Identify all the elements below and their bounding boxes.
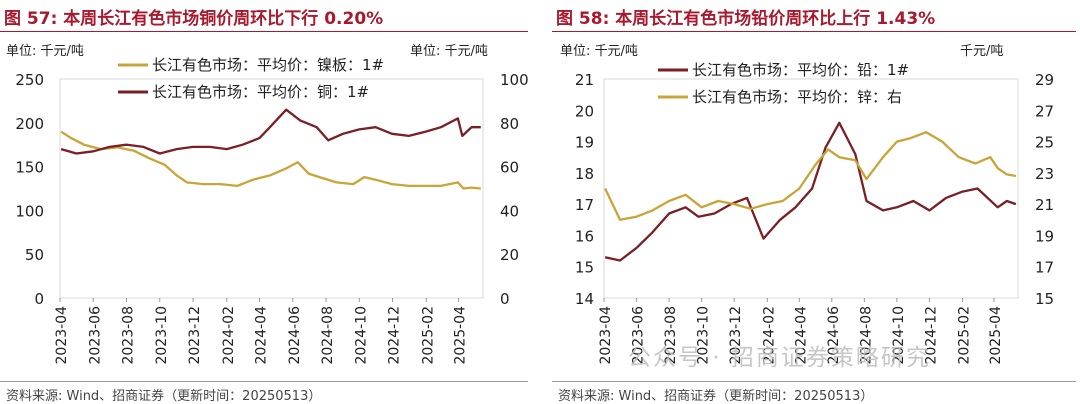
right-axis-tick-label: 100 xyxy=(500,71,529,89)
right-axis-tick-label: 20 xyxy=(500,246,519,264)
right-axis-tick-label: 60 xyxy=(500,159,519,177)
x-axis-tick-label: 2024-12 xyxy=(923,306,939,365)
left-axis-unit: 单位: 千元/吨 xyxy=(6,44,84,59)
figure-58-panel: 图 58: 本周长江有色市场铅价周环比上行 1.43% 单位: 千元/吨 千元/… xyxy=(552,0,1080,404)
right-axis-tick-label: 40 xyxy=(500,202,519,220)
series-line-0 xyxy=(604,121,1017,262)
figure-title: 图 57: 本周长江有色市场铜价周环比下行 0.20% xyxy=(4,9,384,29)
x-axis-tick-label: 2025-04 xyxy=(452,306,468,365)
left-axis-tick-label: 200 xyxy=(15,115,44,133)
left-axis-tick-label: 19 xyxy=(575,134,594,152)
x-axis-tick-label: 2023-10 xyxy=(696,306,712,365)
watermark: 公众号 · 招商证券策略研究 xyxy=(628,345,931,371)
x-axis-tick-label: 2024-08 xyxy=(320,306,336,365)
series-line-1 xyxy=(604,131,1017,221)
x-axis-tick-label: 2025-02 xyxy=(420,306,436,365)
right-axis-tick-label: 17 xyxy=(1035,259,1054,277)
right-axis-tick-label: 0 xyxy=(500,290,510,308)
left-axis-tick-label: 15 xyxy=(575,259,594,277)
legend-label-0: 长江有色市场：平均价：铅：1# xyxy=(692,61,909,79)
source-note: 资料来源: Wind、招商证券（更新时间：20250513） xyxy=(558,389,874,404)
source-rule xyxy=(552,381,1076,382)
x-axis-tick-label: 2024-02 xyxy=(221,306,237,365)
right-axis-tick-label: 80 xyxy=(500,115,519,133)
left-axis-tick-label: 250 xyxy=(15,71,44,89)
x-axis-tick-label: 2023-08 xyxy=(121,306,137,365)
x-axis-tick-label: 2023-08 xyxy=(663,306,679,365)
legend-label-1: 长江有色市场：平均价：锌：右 xyxy=(692,88,902,106)
x-axis-tick-label: 2024-10 xyxy=(891,306,907,365)
right-axis-tick-label: 25 xyxy=(1035,134,1054,152)
right-axis-tick-label: 21 xyxy=(1035,196,1054,214)
legend-label-0: 长江有色市场：平均价：镍板：1# xyxy=(152,56,384,74)
left-axis-tick-label: 50 xyxy=(25,246,44,264)
left-axis-unit: 单位: 千元/吨 xyxy=(560,44,638,59)
left-axis-tick-label: 18 xyxy=(575,165,594,183)
left-axis-tick-label: 14 xyxy=(575,290,594,308)
x-axis-tick-label: 2024-12 xyxy=(387,306,403,365)
copper-nickel-chart: 0 50 100 150 200 250 0 20 40 60 80 100 2023-04 2023-0… xyxy=(15,56,529,365)
x-axis-tick-label: 2023-12 xyxy=(728,306,744,365)
left-axis-tick-label: 16 xyxy=(575,227,594,245)
plot-area-frame xyxy=(59,78,484,299)
lead-zinc-chart: 14 15 16 17 18 19 20 21 15 17 19 21 23 25 27 29 2023-04 2… xyxy=(575,61,1054,365)
x-axis-tick-label: 2025-02 xyxy=(957,306,973,365)
x-axis-tick-label: 2024-10 xyxy=(353,306,369,365)
x-axis-tick-label: 2024-04 xyxy=(254,306,270,365)
left-axis-tick-label: 0 xyxy=(34,290,44,308)
series-line-0 xyxy=(60,130,481,190)
source-rule xyxy=(0,381,528,382)
right-axis-tick-label: 15 xyxy=(1035,290,1054,308)
x-axis-tick-label: 2024-06 xyxy=(287,306,303,365)
title-rule xyxy=(552,31,1076,32)
left-axis-tick-label: 100 xyxy=(15,202,44,220)
figure-title: 图 58: 本周长江有色市场铅价周环比上行 1.43% xyxy=(556,9,936,29)
x-axis-tick-label: 2023-04 xyxy=(598,306,614,365)
x-axis-tick-label: 2023-04 xyxy=(54,306,70,365)
right-axis-tick-label: 23 xyxy=(1035,165,1054,183)
x-axis-tick-label: 2023-06 xyxy=(87,306,103,365)
source-note: 资料来源: Wind、招商证券（更新时间：20250513） xyxy=(6,389,322,404)
x-axis-tick-label: 2024-08 xyxy=(858,306,874,365)
right-axis-tick-label: 29 xyxy=(1035,71,1054,89)
x-axis-tick-label: 2024-02 xyxy=(761,306,777,365)
x-axis-tick-label: 2023-12 xyxy=(187,306,203,365)
x-axis-tick-label: 2024-06 xyxy=(826,306,842,365)
right-axis-unit: 单位: 千元/吨 xyxy=(410,44,488,59)
left-axis-tick-label: 150 xyxy=(15,159,44,177)
x-axis-tick-label: 2023-10 xyxy=(154,306,170,365)
x-axis-tick-label: 2023-06 xyxy=(631,306,647,365)
figure-57-panel: 图 57: 本周长江有色市场铜价周环比下行 0.20% 单位: 千元/吨 单位:… xyxy=(0,9,529,404)
plot-area-frame xyxy=(603,78,1019,299)
legend-label-1: 长江有色市场：平均价：铜：1# xyxy=(152,83,369,101)
right-axis-unit: 千元/吨 xyxy=(960,44,1004,59)
right-axis-tick-label: 27 xyxy=(1035,102,1054,120)
left-axis-tick-label: 20 xyxy=(575,102,594,120)
series-line-1 xyxy=(60,108,481,155)
right-axis-tick-label: 19 xyxy=(1035,227,1054,245)
title-rule xyxy=(0,31,528,32)
x-axis-tick-label: 2025-04 xyxy=(988,306,1004,365)
left-axis-tick-label: 17 xyxy=(575,196,594,214)
x-axis-tick-label: 2024-04 xyxy=(793,306,809,365)
left-axis-tick-label: 21 xyxy=(575,71,594,89)
